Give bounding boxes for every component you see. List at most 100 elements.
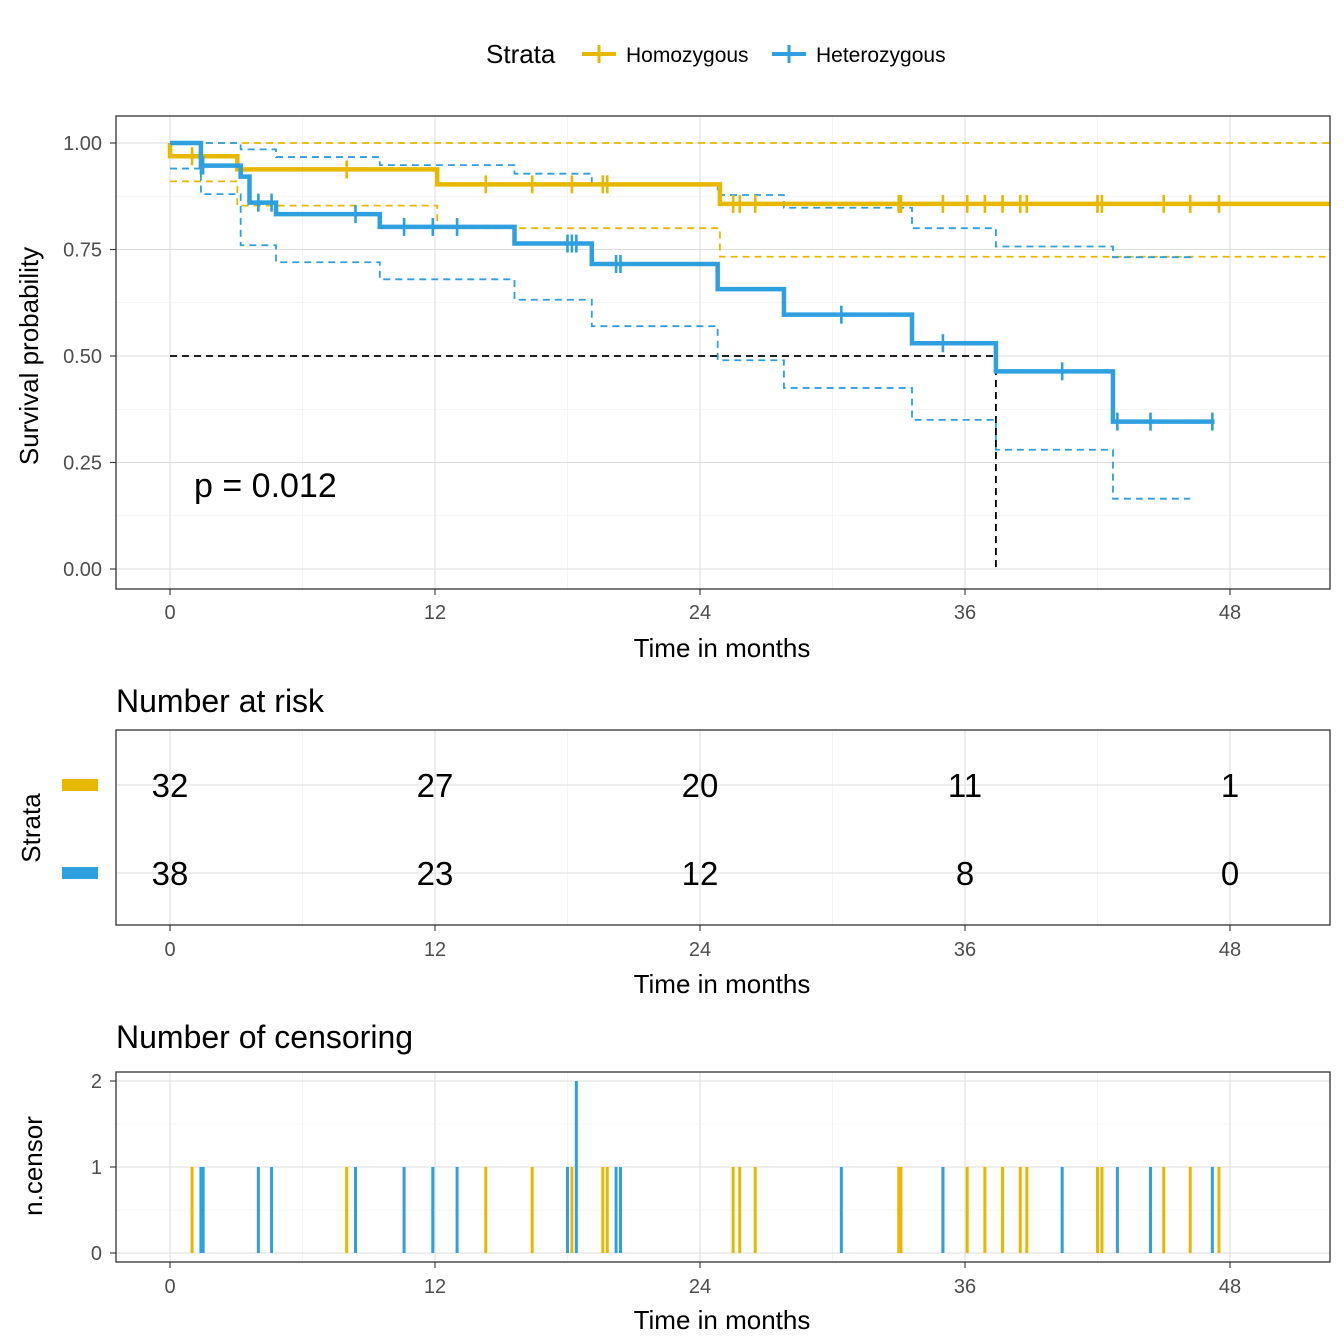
risk-count-heterozygous: 38 <box>152 855 189 892</box>
censor-bar-homozygous <box>1162 1167 1166 1253</box>
censor-bar-homozygous <box>1001 1167 1005 1253</box>
censoring-grid <box>116 1072 1330 1262</box>
y-tick-label: 1.00 <box>63 133 102 155</box>
ci-lower-homozygous <box>170 180 1330 258</box>
risk-table-border <box>115 729 1331 926</box>
y-tick-label: 0.75 <box>63 240 102 262</box>
censor-bar-heterozygous <box>354 1167 357 1253</box>
x-tick-label: 36 <box>954 939 976 961</box>
censor-bar-heterozygous <box>566 1167 569 1253</box>
y-tick-label: 1 <box>91 1157 102 1179</box>
censor-bar-homozygous <box>965 1167 969 1253</box>
censor-bar-homozygous <box>484 1167 488 1253</box>
censor-bar-homozygous <box>601 1167 605 1253</box>
x-tick-label: 12 <box>424 1276 446 1298</box>
confidence-bands <box>170 142 1330 500</box>
censor-bar-homozygous <box>1018 1167 1022 1253</box>
x-tick-label: 0 <box>164 1276 175 1298</box>
censoring-title: Number of censoring <box>116 1019 413 1055</box>
censoring-y-ticks: 0 1 2 <box>91 1071 116 1265</box>
legend-key-heterozygous <box>772 45 806 63</box>
legend-title: Strata <box>486 39 556 69</box>
risk-count-heterozygous: 12 <box>682 855 719 892</box>
censor-bar-homozygous <box>738 1167 742 1253</box>
y-tick-label: 0.00 <box>63 559 102 581</box>
censor-bar-heterozygous <box>1149 1167 1152 1253</box>
x-tick-label: 36 <box>954 1276 976 1298</box>
risk-table-cells: 32 27 20 11 138 23 12 8 0 <box>152 767 1240 892</box>
y-tick-label: 0.50 <box>63 346 102 368</box>
median-survival-line <box>170 355 997 569</box>
x-tick-label: 12 <box>424 939 446 961</box>
survival-curve-homozygous <box>167 143 1330 207</box>
risk-count-homozygous: 32 <box>152 767 189 804</box>
x-tick-label: 0 <box>164 602 175 624</box>
censor-bar-heterozygous <box>431 1167 435 1253</box>
censor-marks <box>190 147 1221 431</box>
ci-lower-heterozygous <box>170 167 1191 500</box>
x-tick-label: 24 <box>689 602 711 624</box>
y-tick-label: 0.25 <box>63 453 102 475</box>
censor-bar-heterozygous <box>455 1167 459 1253</box>
censor-bar-heterozygous <box>199 1167 203 1253</box>
ci-upper-heterozygous <box>170 142 1192 259</box>
x-tick-label: 12 <box>424 602 446 624</box>
survival-grid <box>116 116 1330 589</box>
censor-bar-heterozygous <box>839 1167 843 1253</box>
censor-bar-homozygous <box>1100 1167 1104 1253</box>
legend-label-heterozygous: Heterozygous <box>816 44 946 67</box>
legend-key-homozygous <box>582 45 616 63</box>
risk-count-heterozygous: 0 <box>1221 855 1239 892</box>
risk-count-heterozygous: 8 <box>956 855 974 892</box>
censor-bar-homozygous <box>190 1167 194 1253</box>
censor-bar-heterozygous <box>574 1081 578 1253</box>
x-tick-label: 24 <box>689 939 711 961</box>
risk-table-panel: Number at risk 32 27 20 11 138 23 12 8 0 0 12 24 36… <box>16 683 1331 999</box>
x-tick-label: 48 <box>1219 939 1241 961</box>
risk-table-y-axis-title: Strata <box>16 793 46 863</box>
censor-bar-heterozygous <box>619 1167 622 1253</box>
censor-bar-heterozygous <box>1210 1167 1214 1253</box>
censoring-y-axis-title: n.censor <box>18 1116 48 1216</box>
risk-table-strata-keys <box>62 779 98 879</box>
survival-y-ticks: 0.00 0.25 0.50 0.75 1.00 <box>63 133 116 581</box>
censor-bar-homozygous <box>1096 1167 1099 1253</box>
strata-key-heterozygous <box>62 867 98 879</box>
censor-bar-homozygous <box>1025 1167 1029 1253</box>
risk-count-heterozygous: 23 <box>417 855 454 892</box>
censor-bar-heterozygous <box>201 1167 205 1253</box>
risk-count-homozygous: 11 <box>948 767 982 804</box>
survival-panel: 0 12 24 36 48 0.00 0.25 0.50 0.75 1.00 p = 0.012… <box>14 115 1331 663</box>
risk-table-grid <box>116 730 1330 925</box>
censoring-bars <box>190 1081 1221 1253</box>
censor-bar-heterozygous <box>402 1167 406 1253</box>
risk-count-homozygous: 20 <box>682 767 719 804</box>
censor-bar-homozygous <box>570 1167 574 1253</box>
y-tick-label: 2 <box>91 1071 102 1093</box>
censor-bar-homozygous <box>899 1167 903 1253</box>
survival-curves <box>167 140 1330 424</box>
p-value-annotation: p = 0.012 <box>194 467 337 505</box>
legend: Strata Homozygous Heterozygous <box>486 39 946 69</box>
legend-label-homozygous: Homozygous <box>626 44 749 67</box>
x-tick-label: 48 <box>1219 1276 1241 1298</box>
censoring-x-ticks: 0 12 24 36 48 <box>164 1262 1241 1298</box>
censoring-panel: Number of censoring 0 12 24 36 48 012 Time i… <box>18 1019 1331 1335</box>
censor-bar-homozygous <box>1217 1167 1221 1253</box>
censor-bar-heterozygous <box>1115 1167 1119 1253</box>
censor-bar-homozygous <box>605 1167 609 1253</box>
survival-x-ticks: 0 12 24 36 48 <box>164 589 1241 624</box>
censor-bar-heterozygous <box>614 1167 618 1253</box>
censor-bar-heterozygous <box>1060 1167 1064 1253</box>
survival-x-axis-title: Time in months <box>634 633 811 663</box>
censor-bar-homozygous <box>897 1167 901 1253</box>
x-tick-label: 24 <box>689 1276 711 1298</box>
x-tick-label: 36 <box>954 602 976 624</box>
risk-table-x-axis-title: Time in months <box>634 969 811 999</box>
censor-bar-homozygous <box>983 1167 987 1253</box>
risk-count-homozygous: 27 <box>417 767 454 804</box>
censor-bar-homozygous <box>530 1167 534 1253</box>
censor-bar-homozygous <box>1188 1167 1192 1253</box>
x-tick-label: 0 <box>164 939 175 961</box>
